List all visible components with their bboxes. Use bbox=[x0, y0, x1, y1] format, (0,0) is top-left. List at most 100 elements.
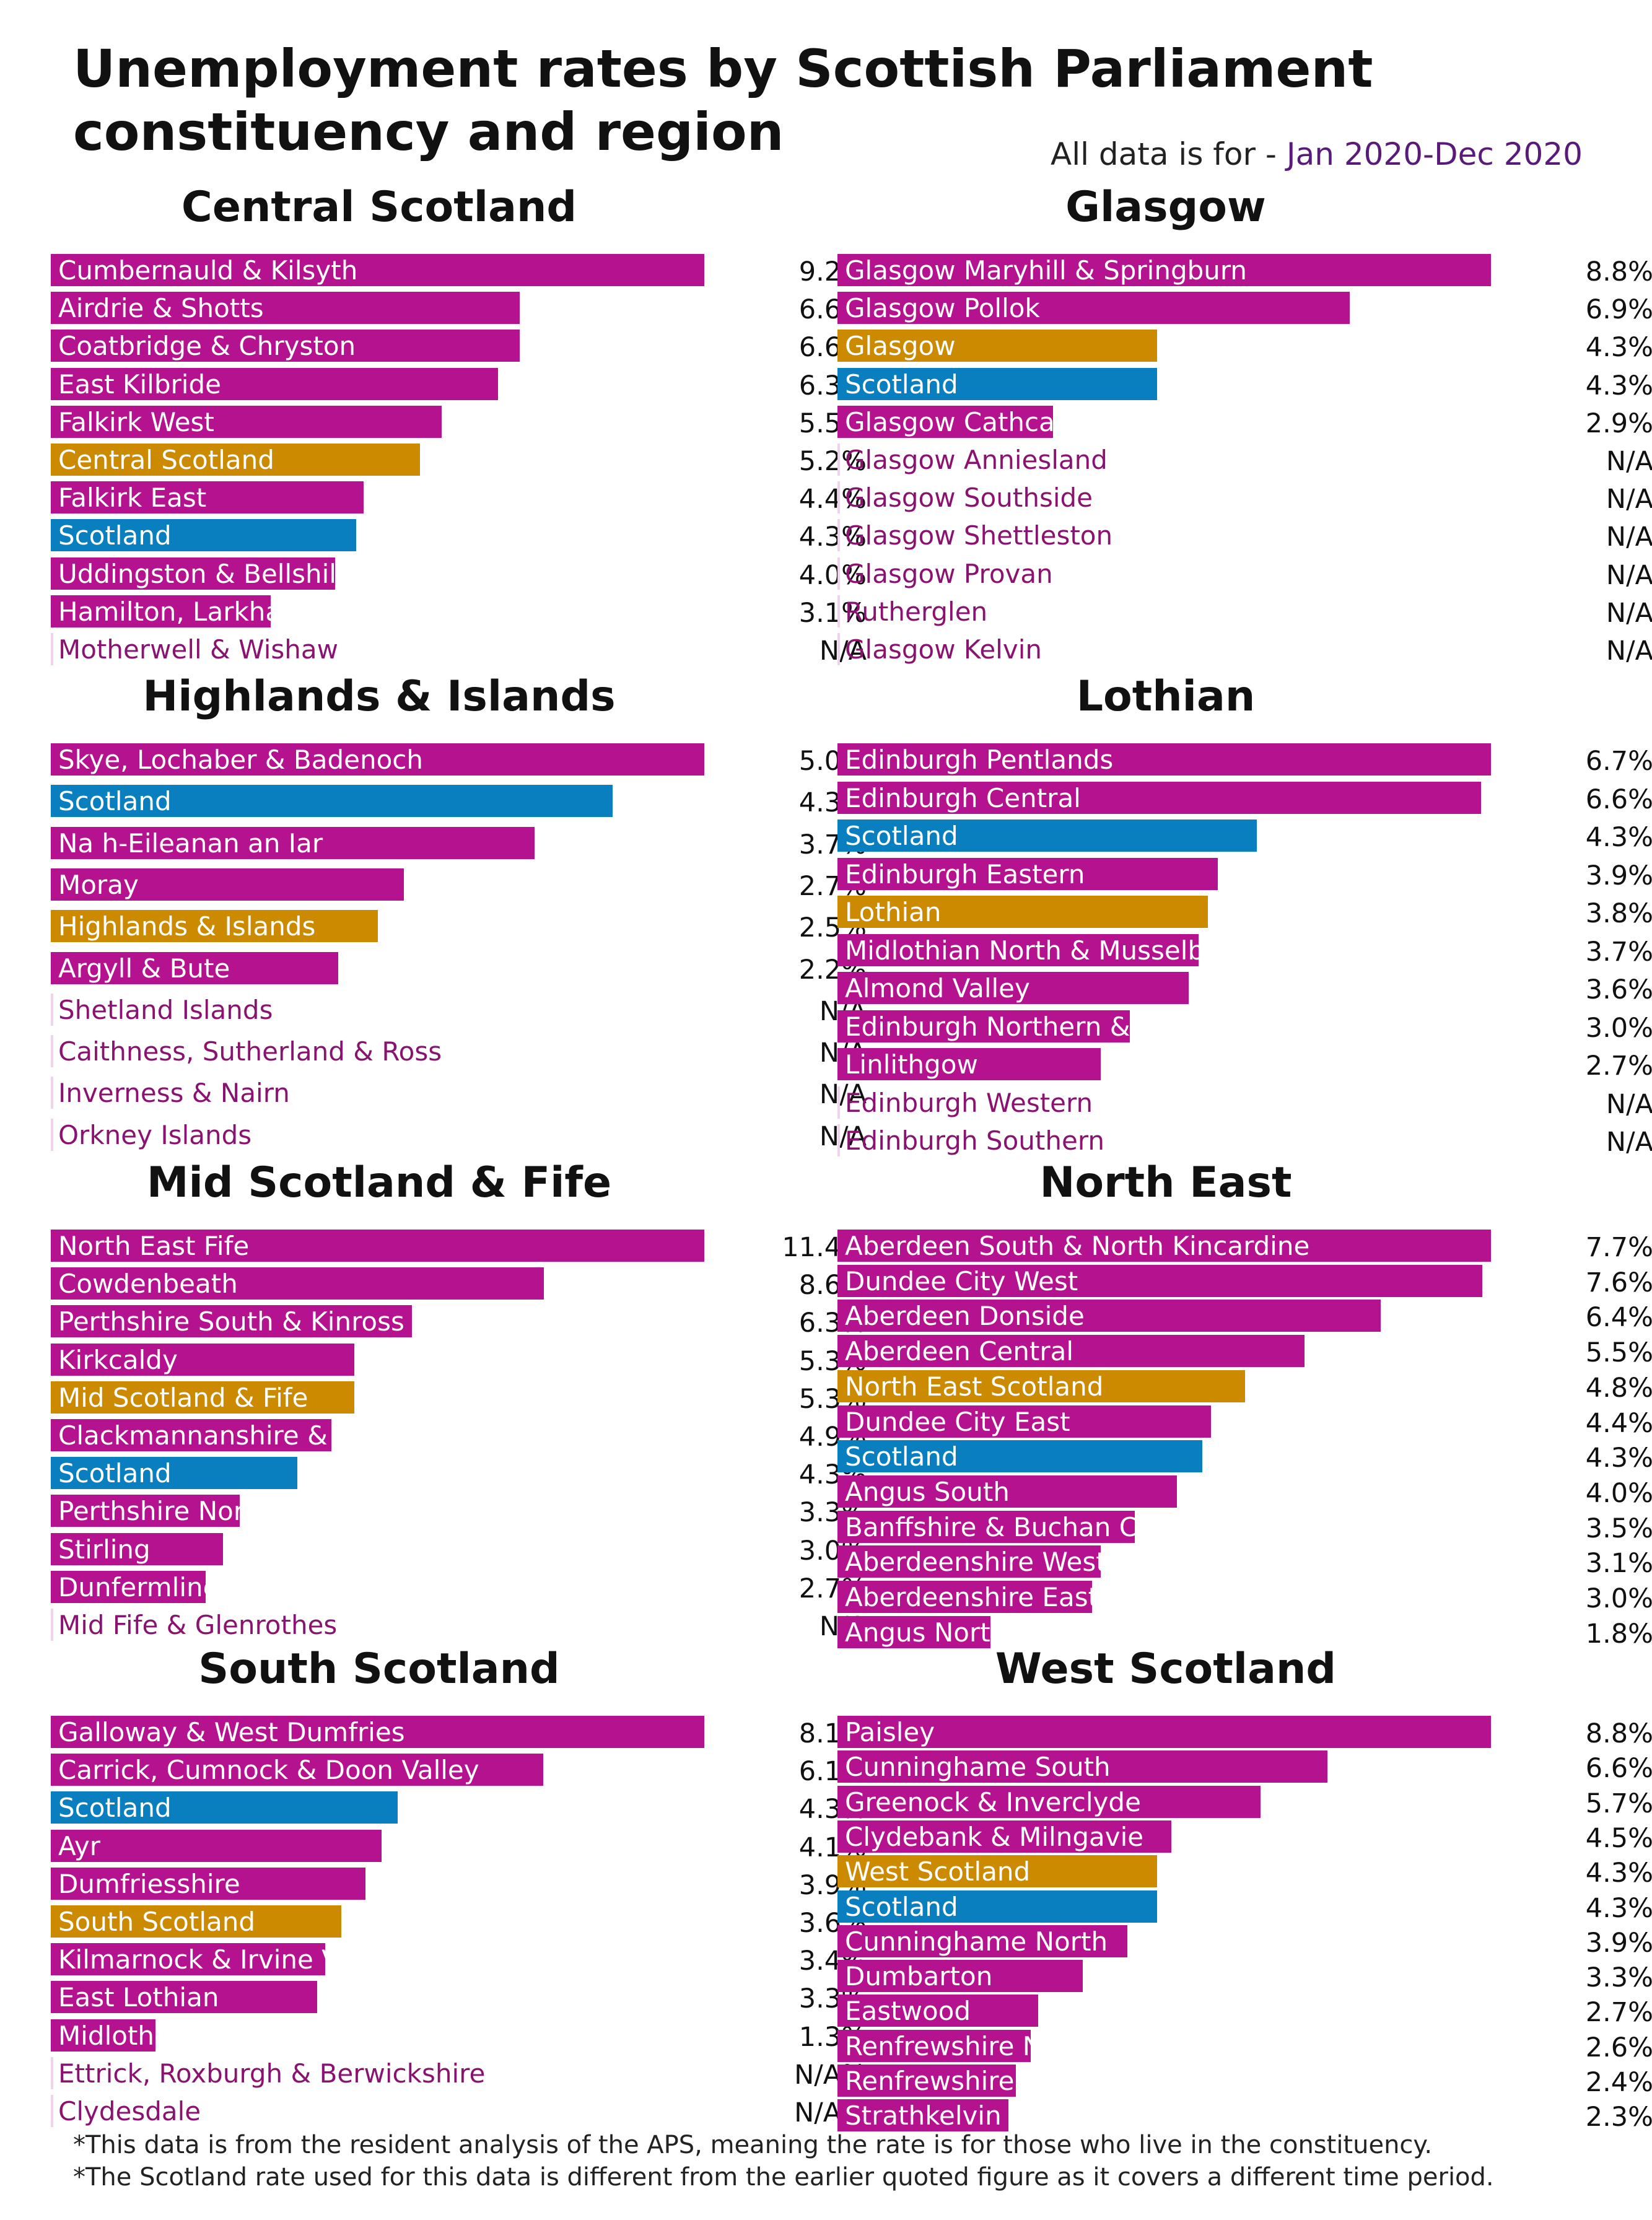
bar-value: 2.9% bbox=[1585, 408, 1652, 439]
bar-value: 8.8% bbox=[1585, 1718, 1652, 1749]
bar-label: North East Scotland bbox=[845, 1371, 1104, 1402]
bar bbox=[51, 405, 442, 438]
bar-row-scotland: Scotland 4.3% bbox=[837, 367, 1652, 401]
bar-value: 3.5% bbox=[1585, 1513, 1652, 1544]
bar-label: Edinburgh Western bbox=[845, 1087, 1093, 1118]
bar-value: 4.8% bbox=[1585, 1372, 1652, 1404]
bar bbox=[51, 951, 338, 984]
bar-label: Dundee City East bbox=[845, 1406, 1070, 1437]
bar-label: Midlothian North & Musselburgh bbox=[845, 935, 1264, 966]
panel-highlands-and-islands: Highlands & Islands Skye, Lochaber & Bade… bbox=[51, 672, 868, 1173]
bar-label: Na h-Eileanan an Iar bbox=[58, 828, 323, 859]
bar-row-glasgow-southside: Glasgow Southside N/A bbox=[837, 481, 1652, 515]
period-value: Jan 2020-Dec 2020 bbox=[1286, 136, 1583, 172]
bar-label: Falkirk East bbox=[58, 483, 207, 513]
bar-value: 2.7% bbox=[798, 870, 867, 902]
bar-value: 2.4% bbox=[1585, 2067, 1652, 2098]
bar bbox=[837, 1820, 1171, 1853]
bar-row-lothian: Lothian 3.8% bbox=[837, 896, 1652, 929]
panel-title: Highlands & Islands bbox=[142, 672, 616, 721]
bar-value: 4.3% bbox=[1585, 822, 1652, 853]
bar bbox=[51, 1532, 223, 1565]
bar bbox=[837, 254, 1491, 286]
bar bbox=[837, 330, 1157, 362]
bar-value: 4.9% bbox=[798, 1422, 867, 1453]
bar-label: Falkirk West bbox=[58, 406, 214, 437]
bar bbox=[51, 1230, 704, 1262]
bar-value: N/A bbox=[51, 1611, 867, 1642]
bar-row-renfrewshire-south: Renfrewshire South 2.4% bbox=[837, 2065, 1652, 2098]
bar-label: Skye, Lochaber & Badenoch bbox=[58, 745, 423, 775]
bar-label: Dumbarton bbox=[845, 1961, 993, 1992]
na-bar-stub bbox=[837, 519, 840, 552]
bar bbox=[837, 1615, 990, 1648]
bar-row-ayr: Ayr 4.1% bbox=[51, 1829, 868, 1863]
bar-row-north-east-scotland: North East Scotland 4.8% bbox=[837, 1370, 1652, 1404]
bar-label: Linlithgow bbox=[845, 1049, 978, 1080]
bar-label: Caithness, Sutherland & Ross bbox=[58, 1036, 442, 1067]
bar-row-aberdeen-central: Aberdeen Central 5.5% bbox=[837, 1335, 1652, 1369]
bar-row-glasgow-kelvin: Glasgow Kelvin N/A bbox=[837, 633, 1652, 666]
bar-row-edinburgh-eastern: Edinburgh Eastern 3.9% bbox=[837, 857, 1652, 891]
bar-label: Kirkcaldy bbox=[58, 1344, 178, 1375]
bar-value: 6.1% bbox=[798, 1756, 867, 1788]
bar bbox=[51, 1943, 325, 1976]
bar-row-renfrewshire-north-and-west: Renfrewshire North & West 2.6% bbox=[837, 2029, 1652, 2063]
na-bar-stub bbox=[51, 633, 53, 665]
na-bar-stub bbox=[51, 2095, 53, 2127]
bar bbox=[837, 857, 1218, 890]
bar-label: Highlands & Islands bbox=[58, 911, 316, 942]
na-bar-stub bbox=[51, 2056, 53, 2089]
bar-row-edinburgh-western: Edinburgh Western N/A bbox=[837, 1086, 1652, 1120]
bar-row-midlothian-north-and-musselburgh: Midlothian North & Musselburgh 3.7% bbox=[837, 933, 1652, 968]
bar-row-east-lothian: East Lothian 3.3% bbox=[51, 1981, 868, 2014]
bar-value: 4.3% bbox=[798, 787, 867, 819]
bar-row-edinburgh-northern-and-leith: Edinburgh Northern & Leith 3.0% bbox=[837, 1010, 1652, 1044]
chart-title: Unemployment rates by Scottish Parliamen… bbox=[73, 37, 1373, 164]
bar-label: Glasgow Maryhill & Springburn bbox=[845, 255, 1248, 286]
bar bbox=[837, 1370, 1245, 1402]
bar-row-east-kilbride: East Kilbride 6.3% bbox=[51, 367, 868, 401]
bar bbox=[837, 1010, 1130, 1042]
bar-row-glasgow-provan: Glasgow Provan N/A bbox=[837, 557, 1652, 591]
bar-label: Dumfriesshire bbox=[58, 1868, 240, 1899]
bar-value: 5.5% bbox=[1585, 1337, 1652, 1369]
bar-label: Rutherglen bbox=[845, 596, 988, 627]
bar bbox=[837, 2099, 1008, 2132]
bar-label: Renfrewshire South bbox=[845, 2066, 1098, 2096]
title-line-2: constituency and region bbox=[73, 102, 784, 162]
panel-glasgow: Glasgow Glasgow Maryhill & Springburn 8.8%… bbox=[837, 183, 1652, 683]
bar-label: Almond Valley bbox=[845, 973, 1030, 1003]
bar-label: Hamilton, Larkhall & Stonehouse bbox=[58, 596, 486, 627]
bar bbox=[837, 1335, 1305, 1368]
bar-label: Inverness & Nairn bbox=[58, 1078, 290, 1109]
bar-value: 3.8% bbox=[1585, 898, 1652, 929]
bar-value: 6.6% bbox=[1585, 784, 1652, 815]
bar-value: 4.3% bbox=[1585, 332, 1652, 364]
bar-row-banffshire-and-buchan-coast: Banffshire & Buchan Coast 3.5% bbox=[837, 1510, 1652, 1544]
bar-value: 5.2% bbox=[798, 446, 867, 477]
bar-row-linlithgow: Linlithgow 2.7% bbox=[837, 1048, 1652, 1082]
bar-label: Coatbridge & Chryston bbox=[58, 331, 356, 362]
bar bbox=[51, 292, 520, 325]
bar bbox=[51, 481, 364, 514]
bar-row-kilmarnock-and-irvine-valley: Kilmarnock & Irvine Valley 3.4% bbox=[51, 1943, 868, 1977]
bar-value: 4.1% bbox=[798, 1832, 867, 1863]
bar-label: Mid Fife & Glenrothes bbox=[58, 1610, 338, 1640]
bar bbox=[837, 1750, 1327, 1783]
bar-label: Central Scotland bbox=[58, 445, 274, 475]
bar-row-carrick-cumnock-and-doon-valley: Carrick, Cumnock & Doon Valley 6.1% bbox=[51, 1754, 868, 1788]
bar-row-glasgow: Glasgow 4.3% bbox=[837, 330, 1652, 364]
bar-value: 3.4% bbox=[798, 1946, 867, 1977]
bar-label: Banffshire & Buchan Coast bbox=[845, 1511, 1193, 1542]
bar-row-scotland: Scotland 4.3% bbox=[837, 1890, 1652, 1924]
bar-label: Clackmannanshire & Dunblane bbox=[58, 1420, 461, 1451]
na-bar-stub bbox=[837, 444, 840, 476]
bar-row-central-scotland: Central Scotland 5.2% bbox=[51, 444, 868, 477]
bar bbox=[837, 1716, 1491, 1748]
footnote-aps: *This data is from the resident analysis… bbox=[73, 2131, 1433, 2159]
bar-label: Angus South bbox=[845, 1476, 1010, 1507]
bar-row-aberdeenshire-west: Aberdeenshire West 3.1% bbox=[837, 1545, 1652, 1579]
bar-row-uddingston-and-bellshill: Uddingston & Bellshill 4.0% bbox=[51, 557, 868, 591]
